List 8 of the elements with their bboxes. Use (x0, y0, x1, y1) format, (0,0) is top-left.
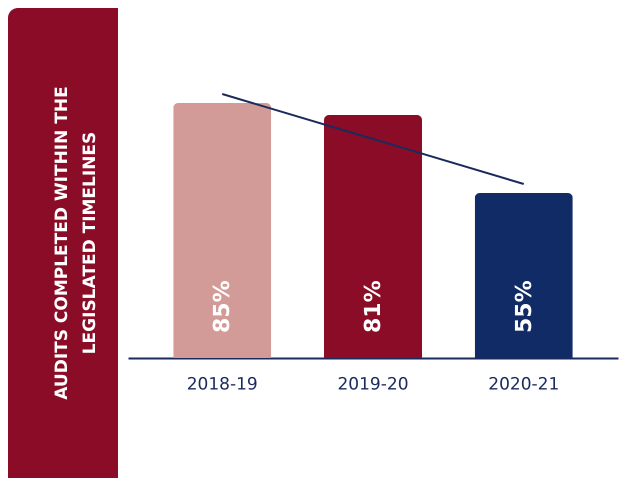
data-label: 55% (512, 280, 537, 333)
x-tick-label: 2019-20 (337, 374, 409, 394)
data-label: 85% (210, 280, 236, 333)
data-label: 81% (361, 280, 386, 333)
x-tick-label: 2020-21 (488, 374, 560, 394)
text: AUDITS COMPLETED WITHIN THE (52, 86, 72, 400)
x-tick-label: 2018-19 (186, 374, 258, 394)
text: LEGISLATED TIMELINES (80, 132, 100, 354)
